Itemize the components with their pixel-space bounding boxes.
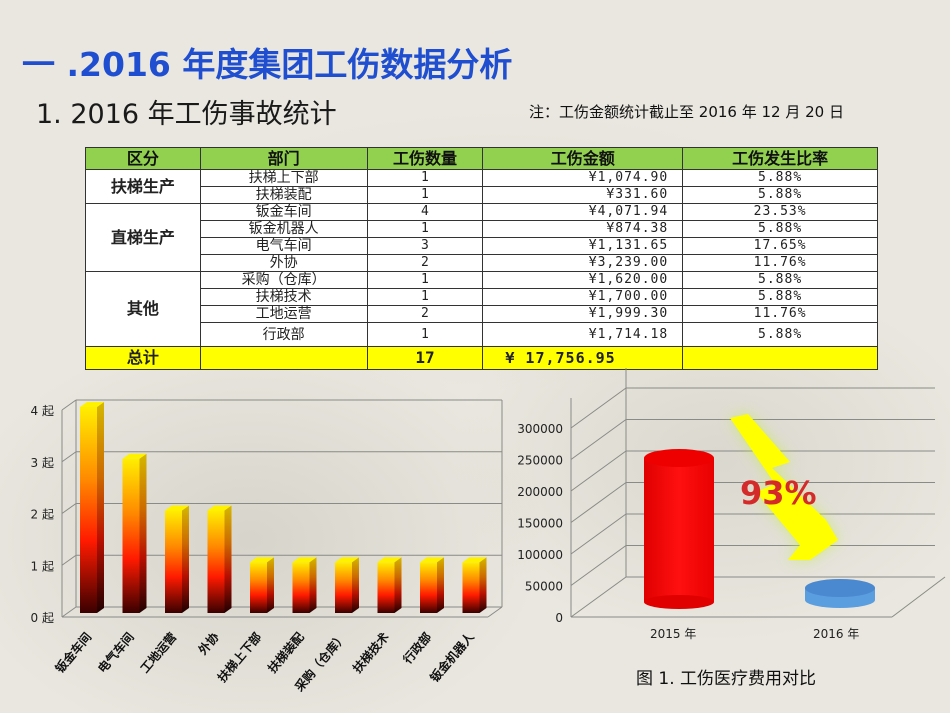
amount-cell: ¥1,700.00 bbox=[482, 288, 684, 306]
x-tick-label: 扶梯装配 bbox=[264, 629, 306, 675]
amount-cell: ¥4,071.94 bbox=[482, 203, 684, 221]
dept-cell: 电气车间 bbox=[199, 237, 368, 255]
bar bbox=[420, 557, 444, 613]
group-cell: 扶梯生产 bbox=[85, 169, 201, 204]
dept-cell: 扶梯装配 bbox=[199, 186, 368, 204]
y-tick-label: 3 起 bbox=[31, 456, 54, 470]
amount-cell: ¥1,714.18 bbox=[482, 322, 684, 347]
bar bbox=[335, 557, 359, 613]
table-header-row: 区分 部门 工伤数量 工伤金额 工伤发生比率 bbox=[85, 147, 878, 170]
decrease-percent-label: 93% bbox=[740, 474, 817, 512]
y-tick-label: 300000 bbox=[517, 422, 563, 436]
x-tick-label: 扶梯上下部 bbox=[214, 629, 264, 685]
table-row: 直梯生产 钣金车间 4 ¥4,071.94 23.53% bbox=[85, 203, 878, 272]
y-tick-label: 200000 bbox=[517, 485, 563, 499]
y-tick-label: 2 起 bbox=[31, 508, 54, 522]
bar bbox=[462, 557, 487, 613]
amount-cell: ¥331.60 bbox=[482, 186, 684, 204]
total-amount-cell: ¥ 17,756.95 bbox=[482, 346, 684, 370]
table-row: 钣金机器人 1 ¥874.38 5.88% bbox=[86, 220, 878, 238]
x-tick-label: 外协 bbox=[195, 629, 222, 657]
group-cell: 直梯生产 bbox=[85, 203, 201, 272]
total-count-cell: 17 bbox=[366, 346, 484, 370]
x-tick-label: 扶梯技术 bbox=[349, 629, 391, 675]
y-tick-label: 50000 bbox=[525, 580, 563, 594]
total-label-cell: 总计 bbox=[85, 346, 201, 370]
bar bbox=[122, 453, 147, 613]
injury-stats-table: 区分 部门 工伤数量 工伤金额 工伤发生比率 扶梯生产 扶梯上下部 1 ¥1,074.90 5.… bbox=[85, 147, 878, 370]
chart-caption: 图 1. 工伤医疗费用对比 bbox=[636, 669, 817, 689]
amount-cell: ¥1,131.65 bbox=[482, 237, 684, 255]
group-cell: 其他 bbox=[85, 271, 201, 347]
y-tick-label: 0 bbox=[555, 611, 563, 625]
x-tick-label: 钣金车间 bbox=[52, 629, 94, 675]
y-tick-label: 250000 bbox=[517, 454, 563, 468]
y-tick-label: 150000 bbox=[517, 517, 563, 531]
table-row: 扶梯技术 1 ¥1,700.00 5.88% bbox=[86, 288, 878, 306]
page-title: 一 .2016 年度集团工伤数据分析 bbox=[22, 45, 513, 84]
lightning-arrow-icon bbox=[730, 414, 838, 560]
x-tick-label: 电气车间 bbox=[94, 629, 136, 675]
y-tick-label: 100000 bbox=[517, 548, 563, 562]
dept-cell: 钣金机器人 bbox=[199, 220, 368, 238]
bar bbox=[165, 505, 189, 613]
bar bbox=[207, 505, 232, 613]
header-cell: 部门 bbox=[199, 147, 368, 170]
rate-cell: 5.88% bbox=[682, 220, 878, 238]
amount-cell: ¥1,999.30 bbox=[482, 305, 684, 323]
rate-cell: 5.88% bbox=[682, 322, 878, 347]
x-tick-label: 工地运营 bbox=[137, 629, 179, 675]
header-cell: 工伤发生比率 bbox=[682, 147, 878, 170]
table-row: 外协 2 ¥3,239.00 11.76% bbox=[86, 254, 878, 272]
x-tick-label: 2015 年 bbox=[650, 627, 696, 641]
y-tick-label: 0 起 bbox=[31, 611, 54, 625]
x-tick-label: 2016 年 bbox=[813, 627, 859, 641]
chart2-axes: 0 50000 100000 150000 200000 250000 300000 bbox=[517, 368, 946, 625]
y-tick-label: 1 起 bbox=[31, 559, 54, 573]
x-tick-label: 钣金机器人 bbox=[427, 629, 478, 685]
bar-2015 bbox=[644, 449, 714, 609]
y-tick-label: 4 起 bbox=[31, 404, 54, 418]
rate-cell: 23.53% bbox=[682, 203, 878, 221]
table-row: 行政部 1 ¥1,714.18 5.88% bbox=[86, 322, 878, 347]
table-row: 其他 采购（仓库） 1 ¥1,620.00 5.88% bbox=[85, 271, 878, 347]
total-rate-cell bbox=[682, 346, 878, 370]
bar bbox=[250, 557, 274, 613]
total-dept-cell bbox=[199, 346, 368, 370]
rate-cell: 5.88% bbox=[682, 271, 878, 289]
dept-cell: 工地运营 bbox=[199, 305, 368, 323]
table-row: 电气车间 3 ¥1,131.65 17.65% bbox=[86, 237, 878, 255]
header-cell: 工伤金额 bbox=[482, 147, 684, 170]
table-row: 扶梯装配 1 ¥331.60 5.88% bbox=[86, 186, 878, 204]
dept-cell: 行政部 bbox=[199, 322, 368, 347]
bar bbox=[292, 557, 317, 613]
footnote: 注：工伤金额统计截止至 2016 年 12 月 20 日 bbox=[529, 103, 844, 121]
header-cell: 区分 bbox=[85, 147, 201, 170]
section-subtitle: 1. 2016 年工伤事故统计 bbox=[36, 99, 337, 130]
total-row: 总计 17 ¥ 17,756.95 bbox=[85, 346, 878, 370]
bar bbox=[377, 557, 402, 613]
chart1-axes: 0 起 1 起 2 起 3 起 4 起 bbox=[31, 399, 503, 625]
x-tick-label: 行政部 bbox=[399, 629, 434, 667]
bar bbox=[80, 402, 104, 613]
bar-2016 bbox=[805, 579, 875, 608]
